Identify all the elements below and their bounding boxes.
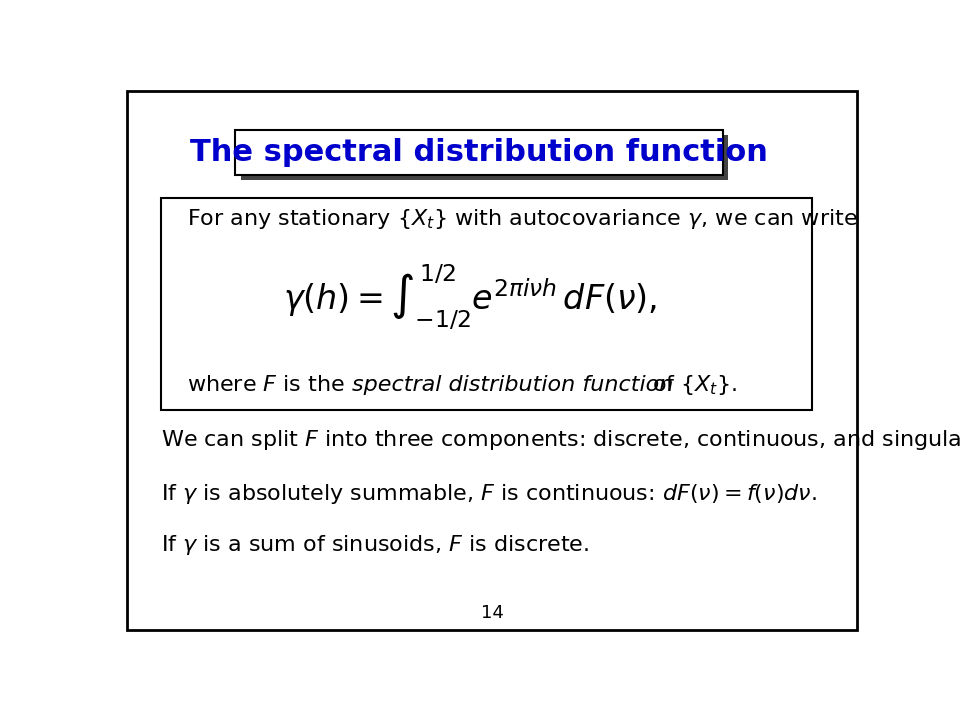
Text: If $\gamma$ is a sum of sinusoids, $F$ is discrete.: If $\gamma$ is a sum of sinusoids, $F$ i… <box>161 533 589 557</box>
Text: where $F$ is the: where $F$ is the <box>187 376 347 396</box>
Text: If $\gamma$ is absolutely summable, $F$ is continuous: $dF(\nu) = f(\nu)d\nu$.: If $\gamma$ is absolutely summable, $F$ … <box>161 482 817 506</box>
Bar <box>235 130 723 175</box>
Text: $\gamma(h) = \int_{-1/2}^{1/2} e^{2\pi i\nu h}\,dF(\nu),$: $\gamma(h) = \int_{-1/2}^{1/2} e^{2\pi i… <box>282 263 657 332</box>
Bar <box>241 135 728 180</box>
Text: For any stationary $\{X_t\}$ with autocovariance $\gamma$, we can write: For any stationary $\{X_t\}$ with autoco… <box>187 207 857 231</box>
Text: of $\{X_t\}$.: of $\{X_t\}$. <box>652 373 737 397</box>
Text: spectral distribution function: spectral distribution function <box>352 376 674 396</box>
Text: 14: 14 <box>481 605 503 623</box>
Bar <box>161 198 812 410</box>
Text: The spectral distribution function: The spectral distribution function <box>190 138 768 166</box>
Text: We can split $F$ into three components: discrete, continuous, and singular.: We can split $F$ into three components: … <box>161 428 960 452</box>
